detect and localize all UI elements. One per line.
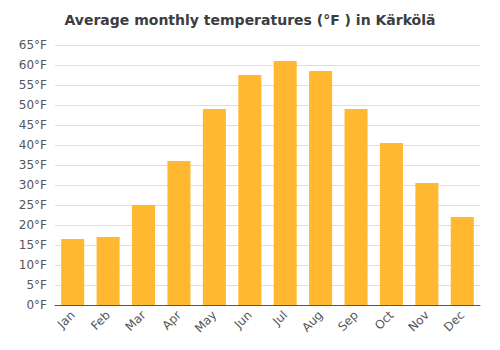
svg-text:Jan: Jan bbox=[54, 308, 78, 332]
svg-text:Aug: Aug bbox=[299, 308, 325, 334]
svg-text:20°F: 20°F bbox=[19, 218, 47, 232]
svg-text:Mar: Mar bbox=[123, 308, 149, 334]
svg-text:40°F: 40°F bbox=[19, 138, 47, 152]
svg-text:Nov: Nov bbox=[405, 308, 431, 334]
svg-text:Dec: Dec bbox=[441, 308, 467, 334]
svg-text:35°F: 35°F bbox=[19, 158, 47, 172]
svg-text:45°F: 45°F bbox=[19, 118, 47, 132]
svg-text:0°F: 0°F bbox=[26, 298, 47, 312]
svg-text:65°F: 65°F bbox=[19, 38, 47, 52]
svg-text:50°F: 50°F bbox=[19, 98, 47, 112]
svg-text:Jul: Jul bbox=[269, 308, 290, 329]
svg-text:10°F: 10°F bbox=[19, 258, 47, 272]
svg-text:Apr: Apr bbox=[159, 308, 184, 333]
svg-text:25°F: 25°F bbox=[19, 198, 47, 212]
svg-text:15°F: 15°F bbox=[19, 238, 47, 252]
svg-text:Feb: Feb bbox=[88, 308, 113, 333]
svg-text:Oct: Oct bbox=[372, 308, 397, 333]
svg-text:Sep: Sep bbox=[335, 308, 361, 334]
svg-text:30°F: 30°F bbox=[19, 178, 47, 192]
svg-text:Average monthly temperatures (: Average monthly temperatures (°F ) in Kä… bbox=[65, 12, 436, 28]
svg-text:60°F: 60°F bbox=[19, 58, 47, 72]
svg-text:5°F: 5°F bbox=[26, 278, 47, 292]
svg-text:Jun: Jun bbox=[231, 308, 255, 332]
svg-text:May: May bbox=[192, 308, 219, 335]
svg-text:55°F: 55°F bbox=[19, 78, 47, 92]
